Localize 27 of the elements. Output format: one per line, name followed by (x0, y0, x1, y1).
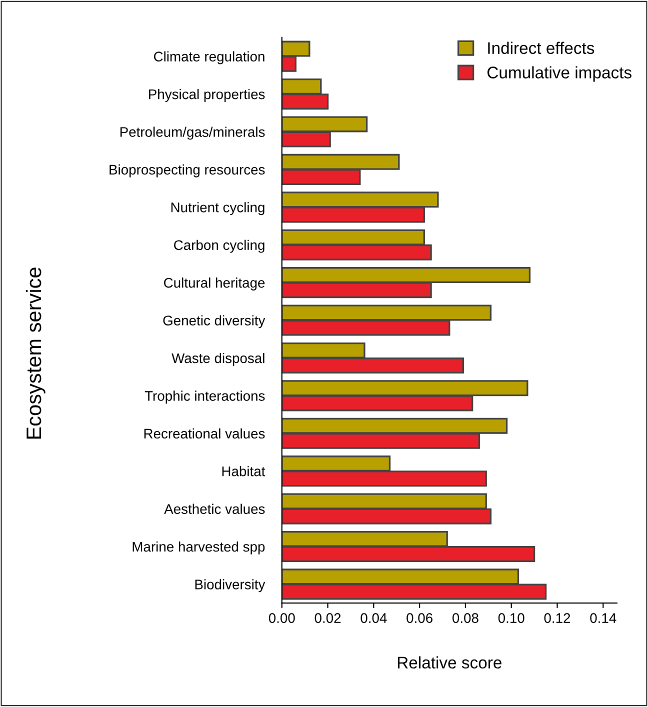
y-tick-label: Nutrient cycling (171, 202, 264, 216)
y-tick-label: Bioprospecting resources (110, 164, 265, 178)
x-tick-label: 0.08 (452, 613, 478, 623)
y-tick-label: Trophic interactions (144, 390, 265, 404)
y-tick-label: Biodiversity (195, 579, 266, 592)
y-tick-label: Petroleum/gas/minerals (120, 126, 265, 140)
y-tick-label: Physical properties (149, 89, 265, 102)
x-tick-label: 0.04 (360, 613, 387, 623)
y-tick-label: Genetic diversity (163, 315, 266, 328)
y-tick-label: Climate regulation (154, 51, 264, 64)
legend-label: Indirect effects (488, 42, 594, 54)
y-tick-label: Marine harvested spp (132, 541, 265, 554)
x-tick-label: 0.12 (544, 613, 570, 623)
y-tick-label: Carbon cycling (174, 240, 264, 253)
y-tick-label: Recreational values (144, 428, 265, 439)
y-tick-label: Waste disposal (172, 352, 264, 366)
y-tick-label: Aesthetic values (164, 504, 265, 514)
y-axis-title: Ecosystem service (26, 268, 46, 439)
x-axis-title: Relative score (398, 656, 502, 669)
x-tick-label: 0.14 (590, 613, 616, 623)
y-tick-label: Cultural heritage (164, 278, 265, 290)
x-tick-label: 0.10 (498, 613, 524, 623)
y-tick-label: Habitat (222, 466, 266, 476)
x-tick-label: 0.06 (406, 613, 432, 623)
x-tick-label: 0.02 (314, 613, 341, 623)
legend-label: Cumulative impacts (487, 66, 632, 82)
x-tick-label: 0.00 (268, 613, 295, 623)
